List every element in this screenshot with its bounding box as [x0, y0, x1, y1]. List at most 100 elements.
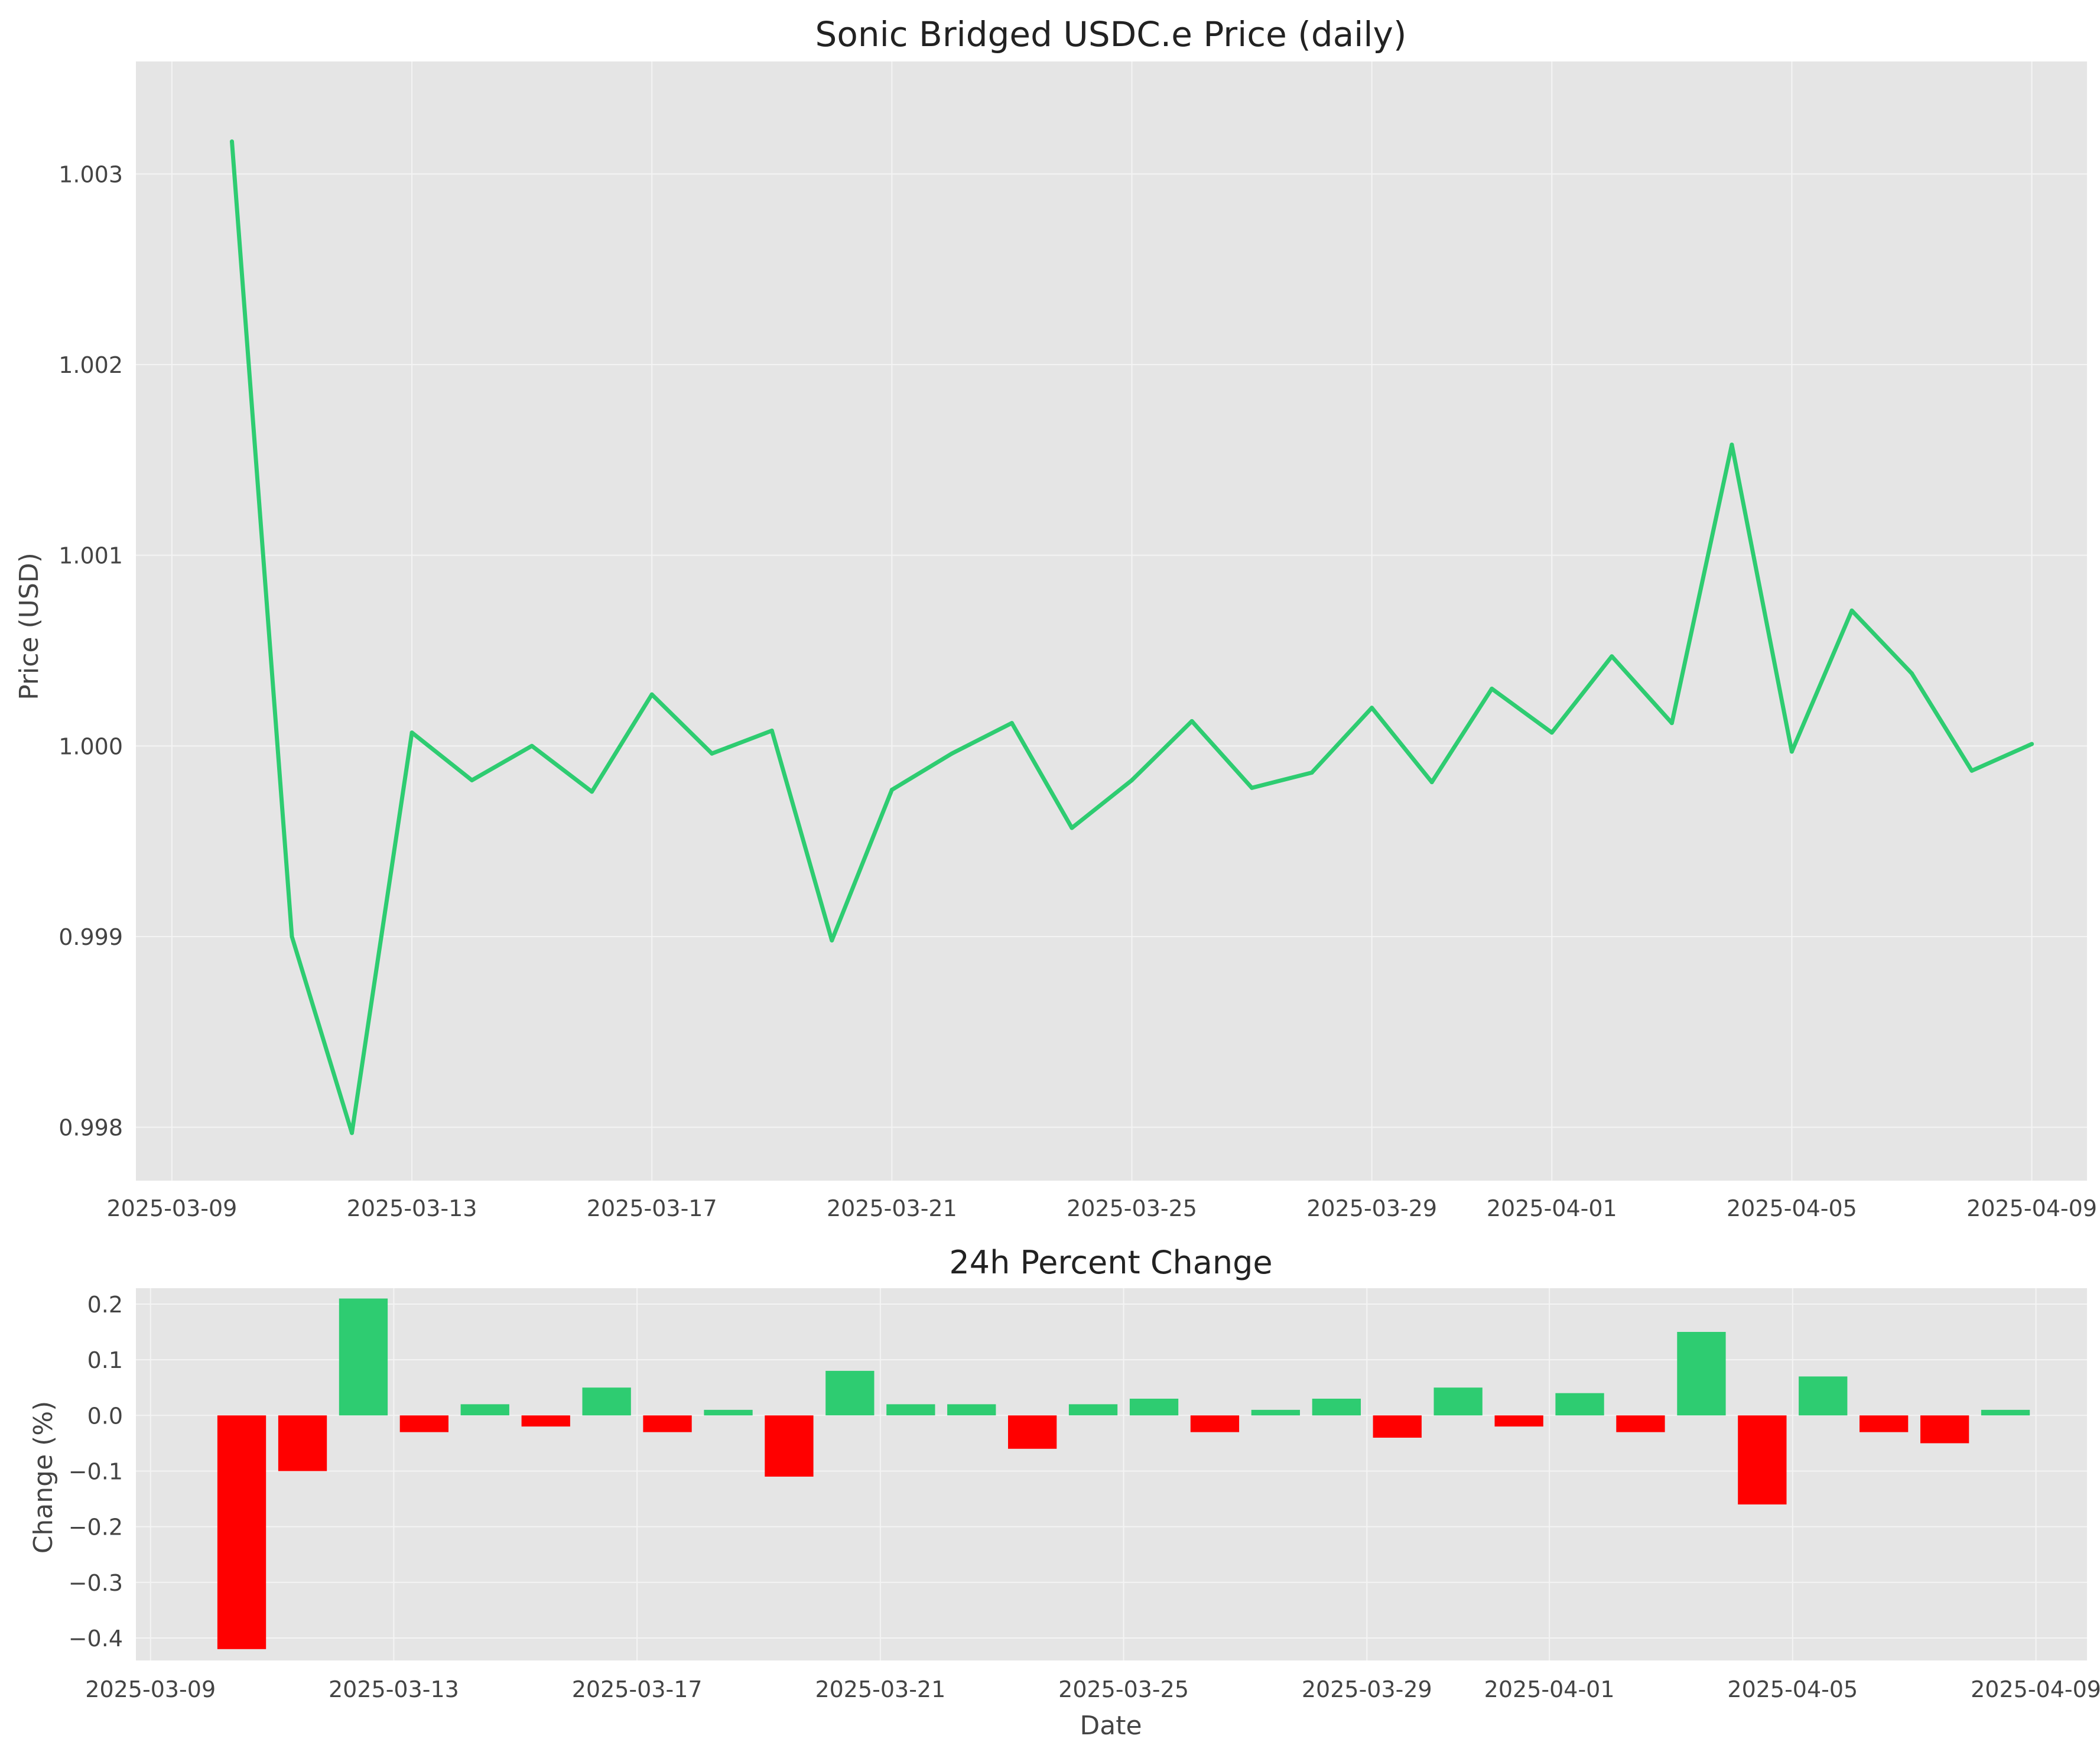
- price-y-tick-label: 0.999: [58, 924, 123, 950]
- change-gridlines: [136, 1288, 2087, 1660]
- price-x-tick-label: 2025-03-21: [827, 1195, 957, 1221]
- price-point: [649, 692, 654, 697]
- price-point: [830, 938, 834, 942]
- price-gridlines: [136, 61, 2087, 1181]
- price-point: [1789, 749, 1794, 754]
- price-point: [1429, 780, 1434, 785]
- price-point: [1610, 654, 1614, 659]
- price-point: [2030, 742, 2034, 746]
- change-x-tick-label: 2025-03-13: [329, 1676, 459, 1702]
- price-point: [229, 139, 234, 144]
- price-point: [769, 729, 774, 733]
- change-bar: [1799, 1376, 1848, 1416]
- change-bar: [582, 1387, 631, 1416]
- price-y-tick-label: 1.000: [58, 733, 123, 759]
- change-x-tick-label: 2025-04-05: [1727, 1676, 1858, 1702]
- change-y-tick-label: −0.3: [69, 1570, 123, 1596]
- change-bar: [704, 1409, 753, 1416]
- price-point: [1969, 768, 1974, 773]
- change-x-tick-labels: 2025-03-09 2025-03-13 2025-03-17 2025-03-21…: [85, 1676, 2100, 1702]
- price-point: [1849, 608, 1854, 613]
- change-bar: [1068, 1404, 1118, 1416]
- price-y-tick-label: 1.001: [58, 543, 123, 569]
- price-marks: [229, 139, 2034, 1135]
- price-x-tick-label: 2025-03-29: [1306, 1195, 1437, 1221]
- change-x-tick-label: 2025-03-09: [85, 1676, 216, 1702]
- change-bar: [217, 1415, 266, 1649]
- change-x-tick-label: 2025-03-25: [1058, 1676, 1189, 1702]
- price-point: [1669, 721, 1674, 726]
- price-x-tick-label: 2025-04-05: [1727, 1195, 1857, 1221]
- price-point: [1490, 687, 1494, 691]
- price-point: [1009, 721, 1014, 726]
- price-plot-background: [136, 61, 2087, 1181]
- change-chart: −0.4−0.3−0.2−0.10.00.10.2 2025-03-09 2025…: [28, 1244, 2100, 1741]
- change-marks: [217, 1298, 2030, 1649]
- price-x-tick-labels: 2025-03-09 2025-03-13 2025-03-17 2025-03-21…: [107, 1195, 2098, 1221]
- change-y-axis-label: Change (%): [28, 1401, 58, 1554]
- change-bar: [521, 1415, 570, 1427]
- change-bar: [339, 1298, 388, 1416]
- change-bar: [1920, 1415, 1969, 1444]
- price-y-tick-label: 0.998: [58, 1115, 123, 1141]
- price-point: [1549, 730, 1554, 735]
- change-x-tick-label: 2025-03-29: [1302, 1676, 1432, 1702]
- price-point: [1309, 771, 1314, 775]
- change-bar: [643, 1415, 692, 1432]
- change-x-tick-label: 2025-04-09: [1971, 1676, 2100, 1702]
- price-x-tick-label: 2025-04-01: [1487, 1195, 1617, 1221]
- change-bar: [825, 1370, 875, 1416]
- price-chart-title: Sonic Bridged USDC.e Price (daily): [815, 14, 1407, 54]
- change-bar: [1981, 1409, 2030, 1416]
- change-bar: [947, 1404, 996, 1416]
- change-bar: [1251, 1409, 1300, 1416]
- change-chart-title: 24h Percent Change: [949, 1244, 1272, 1281]
- change-bar: [278, 1415, 327, 1471]
- price-point: [590, 789, 594, 794]
- change-y-tick-label: 0.1: [87, 1347, 123, 1373]
- price-point: [1189, 719, 1194, 723]
- change-bar: [1129, 1399, 1179, 1416]
- price-point: [409, 730, 414, 735]
- price-y-tick-label: 1.003: [58, 161, 123, 187]
- change-bar: [1494, 1415, 1543, 1427]
- change-plot-background: [136, 1288, 2087, 1660]
- price-x-tick-label: 2025-03-25: [1067, 1195, 1197, 1221]
- change-y-tick-label: −0.1: [69, 1458, 123, 1484]
- price-point: [470, 778, 474, 782]
- price-point: [1730, 443, 1734, 447]
- change-bar: [1190, 1415, 1240, 1432]
- change-bar: [1677, 1332, 1726, 1416]
- price-point: [1069, 826, 1074, 830]
- price-y-tick-labels: 0.998 0.999 1.000 1.001 1.002 1.003: [58, 161, 123, 1140]
- change-x-axis-label: Date: [1080, 1711, 1142, 1741]
- price-point: [350, 1130, 355, 1135]
- price-point: [710, 751, 714, 756]
- change-bar: [1860, 1415, 1909, 1432]
- change-bar: [1433, 1387, 1483, 1416]
- change-bar: [765, 1415, 814, 1477]
- price-x-tick-label: 2025-03-09: [107, 1195, 238, 1221]
- price-point: [950, 751, 954, 756]
- change-bar: [1312, 1399, 1361, 1416]
- change-x-tick-label: 2025-03-17: [572, 1676, 703, 1702]
- change-bar: [460, 1404, 509, 1416]
- change-y-tick-label: 0.2: [87, 1292, 123, 1318]
- price-point: [529, 743, 534, 748]
- change-bar: [1008, 1415, 1057, 1449]
- price-point: [1370, 706, 1374, 710]
- change-bar: [886, 1404, 935, 1416]
- price-x-tick-label: 2025-04-09: [1966, 1195, 2097, 1221]
- change-x-tick-label: 2025-03-21: [815, 1676, 945, 1702]
- price-x-tick-label: 2025-03-17: [587, 1195, 717, 1221]
- change-y-tick-label: −0.4: [69, 1626, 123, 1652]
- price-point: [889, 788, 894, 792]
- price-point: [1250, 785, 1254, 790]
- price-point: [1130, 778, 1134, 782]
- price-x-tick-label: 2025-03-13: [347, 1195, 477, 1221]
- change-bar: [399, 1415, 448, 1432]
- price-chart: 0.998 0.999 1.000 1.001 1.002 1.003 2025-03-0…: [14, 14, 2097, 1221]
- change-y-tick-label: 0.0: [87, 1403, 123, 1429]
- price-point: [1910, 671, 1914, 676]
